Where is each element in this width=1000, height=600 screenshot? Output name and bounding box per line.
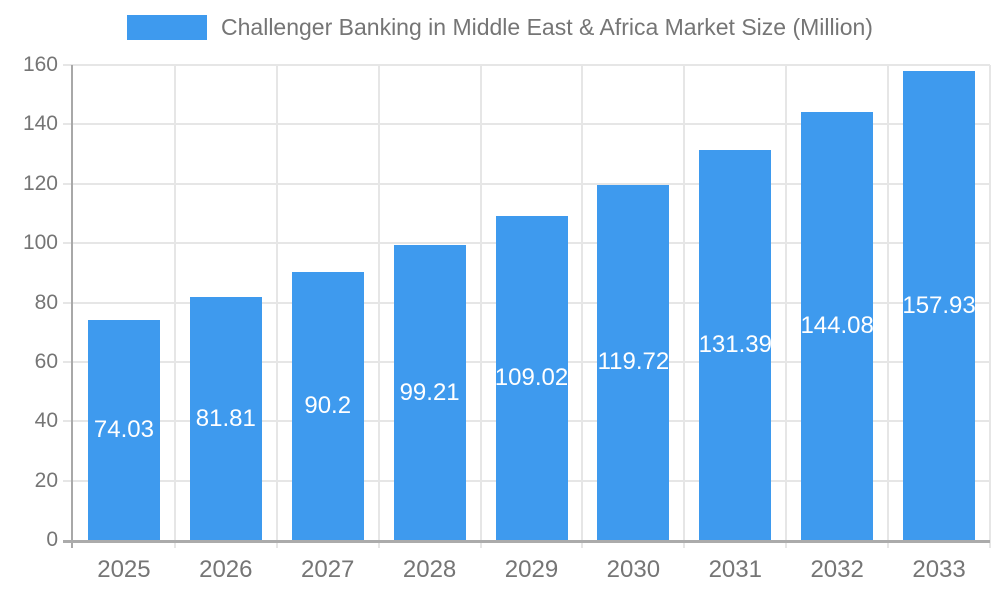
bar[interactable]: 109.02 bbox=[494, 216, 569, 540]
bar[interactable]: 74.03 bbox=[87, 320, 160, 540]
bar-value-label: 90.2 bbox=[304, 392, 352, 420]
y-tick-label: 40 bbox=[34, 409, 58, 433]
y-tick-label: 60 bbox=[34, 349, 58, 373]
bar-value-label: 109.02 bbox=[494, 364, 569, 392]
bar[interactable]: 99.21 bbox=[393, 245, 466, 540]
y-axis-line bbox=[71, 65, 73, 548]
bar-value-label: 144.08 bbox=[800, 312, 874, 340]
x-tick-label: 2025 bbox=[97, 556, 151, 583]
bar-value-label: 99.21 bbox=[399, 378, 460, 406]
bar[interactable]: 119.72 bbox=[597, 184, 670, 540]
gridline-v bbox=[173, 65, 176, 548]
gridline-h bbox=[63, 182, 990, 185]
gridline-v bbox=[887, 65, 890, 548]
x-tick-label: 2029 bbox=[504, 556, 559, 583]
gridline-v bbox=[581, 65, 584, 548]
gridline-v bbox=[479, 65, 482, 548]
gridline-v bbox=[683, 65, 686, 548]
bar-value-label: 74.03 bbox=[93, 416, 154, 444]
x-axis-line bbox=[63, 540, 990, 543]
bar-value-label: 157.93 bbox=[902, 291, 976, 319]
bar[interactable]: 90.2 bbox=[291, 272, 364, 540]
y-tick-label: 120 bbox=[22, 171, 58, 195]
legend[interactable]: Challenger Banking in Middle East & Afri… bbox=[0, 14, 1000, 41]
gridline-v bbox=[989, 65, 991, 548]
gridline-v bbox=[275, 65, 278, 548]
bar-value-label: 131.39 bbox=[698, 330, 772, 358]
y-tick-label: 160 bbox=[22, 53, 58, 76]
y-tick-label: 100 bbox=[22, 231, 58, 255]
bar-value-label: 119.72 bbox=[597, 348, 670, 376]
x-tick-label: 2026 bbox=[199, 556, 253, 583]
bar-value-label: 81.81 bbox=[195, 404, 256, 432]
bar[interactable]: 131.39 bbox=[698, 149, 772, 540]
legend-label: Challenger Banking in Middle East & Afri… bbox=[221, 14, 873, 40]
gridline-v bbox=[377, 65, 380, 548]
y-tick-label: 80 bbox=[34, 290, 58, 314]
x-tick-label: 2027 bbox=[301, 556, 355, 583]
gridline-h bbox=[63, 123, 990, 126]
bar[interactable]: 81.81 bbox=[189, 297, 262, 540]
gridline-v bbox=[785, 65, 788, 548]
bar[interactable]: 144.08 bbox=[800, 112, 874, 540]
y-tick-label: 20 bbox=[34, 468, 58, 492]
legend-swatch bbox=[127, 15, 208, 40]
x-tick-label: 2033 bbox=[912, 556, 966, 583]
y-tick-label: 0 bbox=[46, 528, 58, 551]
x-tick-label: 2030 bbox=[606, 556, 661, 583]
x-tick-label: 2032 bbox=[810, 556, 864, 583]
bar[interactable]: 157.93 bbox=[902, 71, 976, 540]
x-tick-label: 2031 bbox=[708, 556, 762, 583]
y-tick-label: 140 bbox=[22, 112, 58, 136]
x-tick-label: 2028 bbox=[402, 556, 457, 583]
gridline-h bbox=[63, 64, 990, 66]
